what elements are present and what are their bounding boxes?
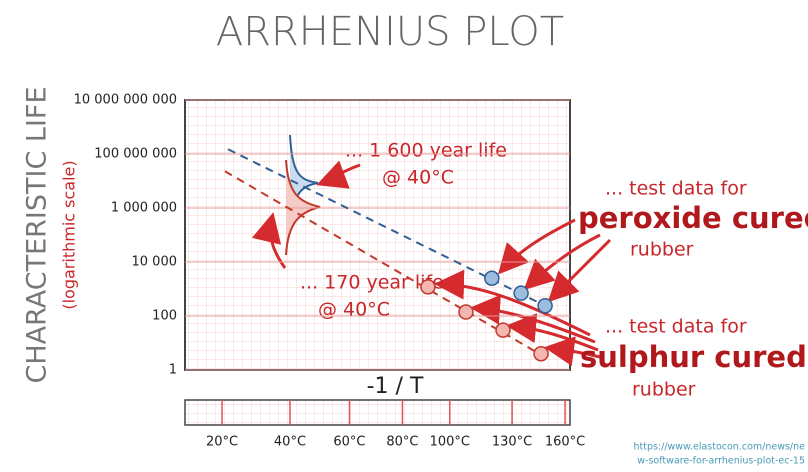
annotation: sulphur cured xyxy=(580,340,807,374)
annotation: peroxide cured xyxy=(578,201,808,235)
x-tick-label: 130°C xyxy=(492,435,532,450)
data-point xyxy=(484,270,500,287)
x-tick-label: 80°C xyxy=(386,435,418,450)
data-point xyxy=(513,285,529,301)
annotation: @ 40°C xyxy=(382,167,454,189)
arrow xyxy=(497,218,576,275)
arrow xyxy=(251,212,287,269)
annotation: @ 40°C xyxy=(318,299,390,321)
arrow xyxy=(316,160,361,189)
source-link[interactable]: w-software-for-arrhenius-plot-ec-15 xyxy=(637,456,805,467)
y-tick-label: 10 000 xyxy=(132,255,178,270)
annotation: ... 1 600 year life xyxy=(345,140,507,162)
arrow xyxy=(523,233,601,291)
trend-line xyxy=(224,170,546,358)
annotation: rubber xyxy=(630,239,694,261)
arrow xyxy=(544,336,601,367)
x-tick-label: 100°C xyxy=(430,435,470,450)
data-point xyxy=(533,345,549,362)
annotation: rubber xyxy=(632,379,696,401)
arrow xyxy=(434,269,591,337)
x-tick-label: 160°C xyxy=(545,435,585,450)
data-point xyxy=(537,297,553,314)
y-tick-label: 1 000 000 xyxy=(111,201,177,216)
annotation: ... test data for xyxy=(605,316,747,338)
y-axis-sublabel: (logarithmic scale) xyxy=(60,160,79,309)
x-tick-label: 20°C xyxy=(206,435,238,450)
y-axis-label: CHARACTERISTIC LIFE xyxy=(22,86,53,383)
y-tick-label: 10 000 000 000 xyxy=(74,93,177,108)
x-axis-label: -1 / T xyxy=(367,374,424,399)
x-tick-label: 60°C xyxy=(333,435,365,450)
chart-title: ARRHENIUS PLOT xyxy=(216,9,564,55)
source-link[interactable]: https://www.elastocon.com/news/ne xyxy=(633,442,805,453)
data-point xyxy=(458,304,474,320)
x-strip xyxy=(184,399,571,426)
x-tick-label: 40°C xyxy=(274,435,306,450)
data-point xyxy=(420,279,436,295)
annotation: ... test data for xyxy=(605,178,747,200)
y-tick-label: 1 xyxy=(169,363,177,378)
y-tick-label: 100 xyxy=(152,309,177,324)
arrow xyxy=(506,313,599,352)
arrow xyxy=(547,238,612,303)
y-tick-label: 100 000 000 xyxy=(94,147,177,162)
data-point xyxy=(495,322,511,338)
